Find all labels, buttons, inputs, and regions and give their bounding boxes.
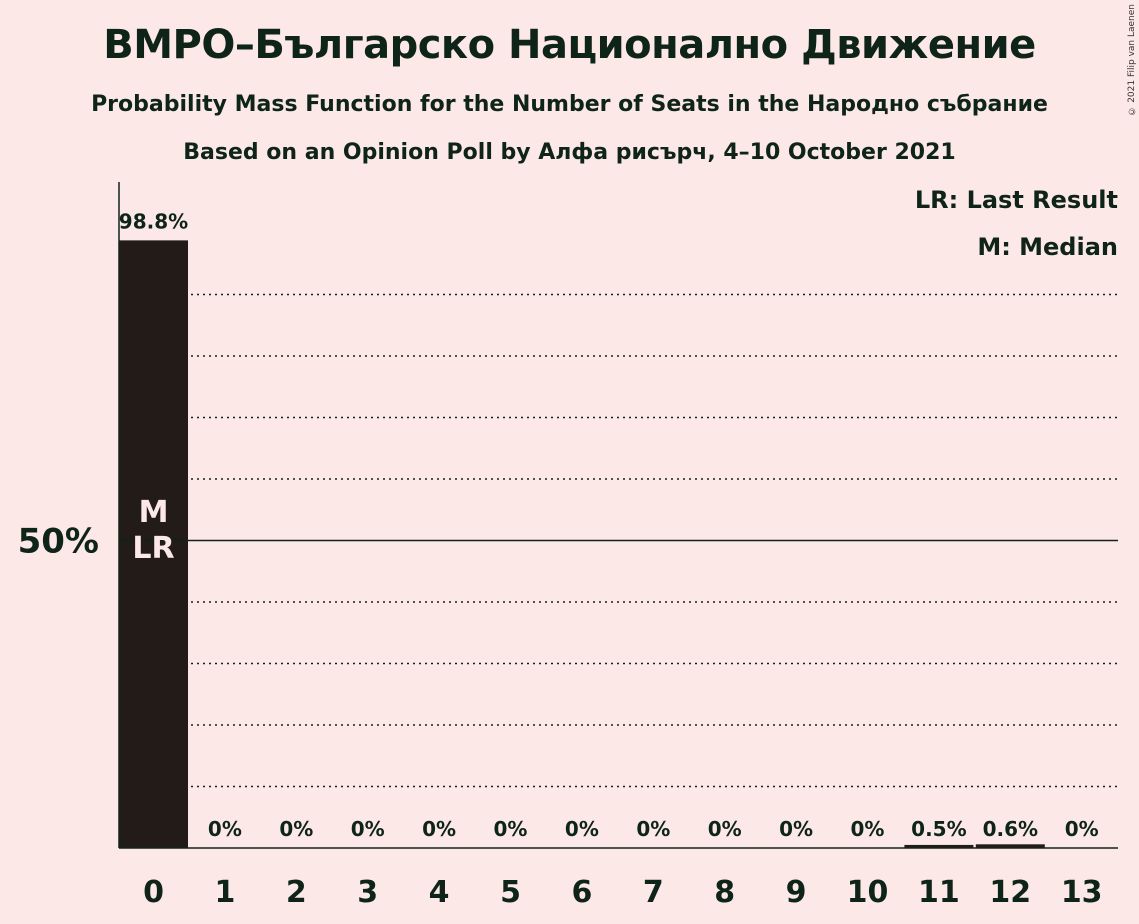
chart-title: ВМРО–Българско Национално Движение xyxy=(103,22,1036,68)
last-result-marker: LR xyxy=(132,531,174,566)
x-tick-label: 4 xyxy=(429,875,450,910)
value-label: 0% xyxy=(1065,817,1099,841)
value-label: 0% xyxy=(708,817,742,841)
y-tick-label: 50% xyxy=(18,522,99,562)
x-tick-label: 0 xyxy=(143,875,164,910)
x-tick-label: 13 xyxy=(1061,875,1103,910)
value-label: 0.5% xyxy=(911,817,966,841)
x-tick-label: 8 xyxy=(714,875,735,910)
chart-subtitle-1: Probability Mass Function for the Number… xyxy=(91,92,1048,117)
value-label: 0% xyxy=(565,817,599,841)
value-label: 0% xyxy=(851,817,885,841)
x-tick-label: 3 xyxy=(357,875,378,910)
value-label: 0% xyxy=(208,817,242,841)
x-tick-label: 6 xyxy=(571,875,592,910)
bar-seats-11 xyxy=(904,844,974,848)
legend-last-result: LR: Last Result xyxy=(914,186,1118,214)
x-tick-label: 12 xyxy=(989,875,1031,910)
legend-median: M: Median xyxy=(977,233,1118,261)
value-label: 0% xyxy=(779,817,813,841)
value-label: 0% xyxy=(636,817,670,841)
x-tick-label: 11 xyxy=(918,875,960,910)
value-label: 0% xyxy=(494,817,528,841)
value-label: 98.8% xyxy=(119,209,188,233)
x-tick-label: 9 xyxy=(786,875,807,910)
value-label: 0.6% xyxy=(983,817,1038,841)
value-label: 0% xyxy=(351,817,385,841)
bar-seats-12 xyxy=(975,844,1045,848)
x-tick-label: 5 xyxy=(500,875,521,910)
bar-seats-0 xyxy=(119,240,188,848)
chart-subtitle-2: Based on an Opinion Poll by Алфа рисърч,… xyxy=(183,140,956,165)
x-tick-label: 2 xyxy=(286,875,307,910)
x-tick-label: 1 xyxy=(214,875,235,910)
value-label: 0% xyxy=(422,817,456,841)
median-marker: M xyxy=(139,495,169,530)
value-label: 0% xyxy=(279,817,313,841)
x-tick-label: 10 xyxy=(847,875,889,910)
x-tick-label: 7 xyxy=(643,875,664,910)
